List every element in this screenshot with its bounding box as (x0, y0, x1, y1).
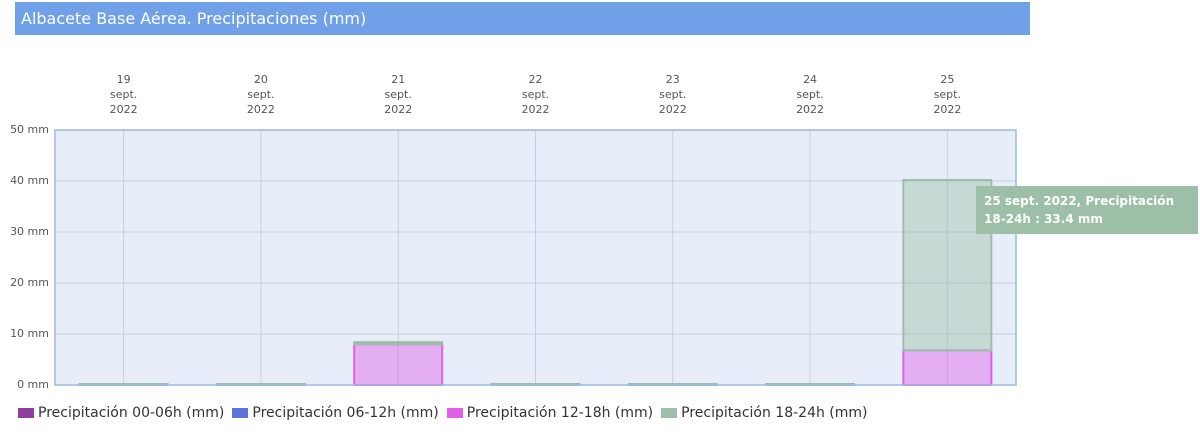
y-tick-label: 10 mm (10, 327, 49, 340)
y-tick-label: 0 mm (17, 378, 49, 391)
bar (902, 349, 993, 387)
legend-label: Precipitación 18-24h (mm) (681, 405, 868, 421)
y-tick-label: 20 mm (10, 276, 49, 289)
bar (353, 343, 444, 387)
legend: Precipitación 00-06h (mm) Precipitación 0… (18, 405, 868, 421)
y-tick-label: 30 mm (10, 225, 49, 238)
legend-item: Precipitación 06-12h (mm) (232, 405, 439, 421)
legend-swatch (232, 408, 249, 418)
legend-swatch (446, 408, 463, 418)
x-tick-label: 23 sept. 2022 (658, 73, 687, 116)
x-tick-label: 19 sept. 2022 (109, 73, 138, 116)
x-tick-label: 25 sept. 2022 (933, 73, 962, 116)
legend-item: Precipitación 12-18h (mm) (446, 405, 654, 421)
x-tick-label: 20 sept. 2022 (246, 73, 275, 116)
legend-swatch (661, 408, 678, 418)
bar (353, 341, 444, 346)
x-tick-label: 22 sept. 2022 (521, 73, 550, 116)
legend-item: Precipitación 00-06h (mm) (18, 405, 224, 421)
legend-label: Precipitación 06-12h (mm) (252, 405, 439, 421)
legend-item: Precipitación 18-24h (mm) (661, 405, 868, 421)
y-tick-label: 40 mm (10, 174, 49, 187)
plot-border (54, 129, 1017, 386)
tooltip: 25 sept. 2022, Precipitación 18-24h : 33… (976, 186, 1198, 234)
x-tick-label: 21 sept. 2022 (384, 73, 413, 116)
legend-label: Precipitación 12-18h (mm) (466, 405, 654, 421)
legend-label: Precipitación 00-06h (mm) (38, 405, 225, 421)
legend-swatch (18, 408, 34, 418)
x-tick-label: 24 sept. 2022 (796, 73, 825, 116)
y-tick-label: 50 mm (10, 123, 49, 136)
chart-title: Albacete Base Aérea. Precipitaciones (mm… (15, 2, 1030, 35)
